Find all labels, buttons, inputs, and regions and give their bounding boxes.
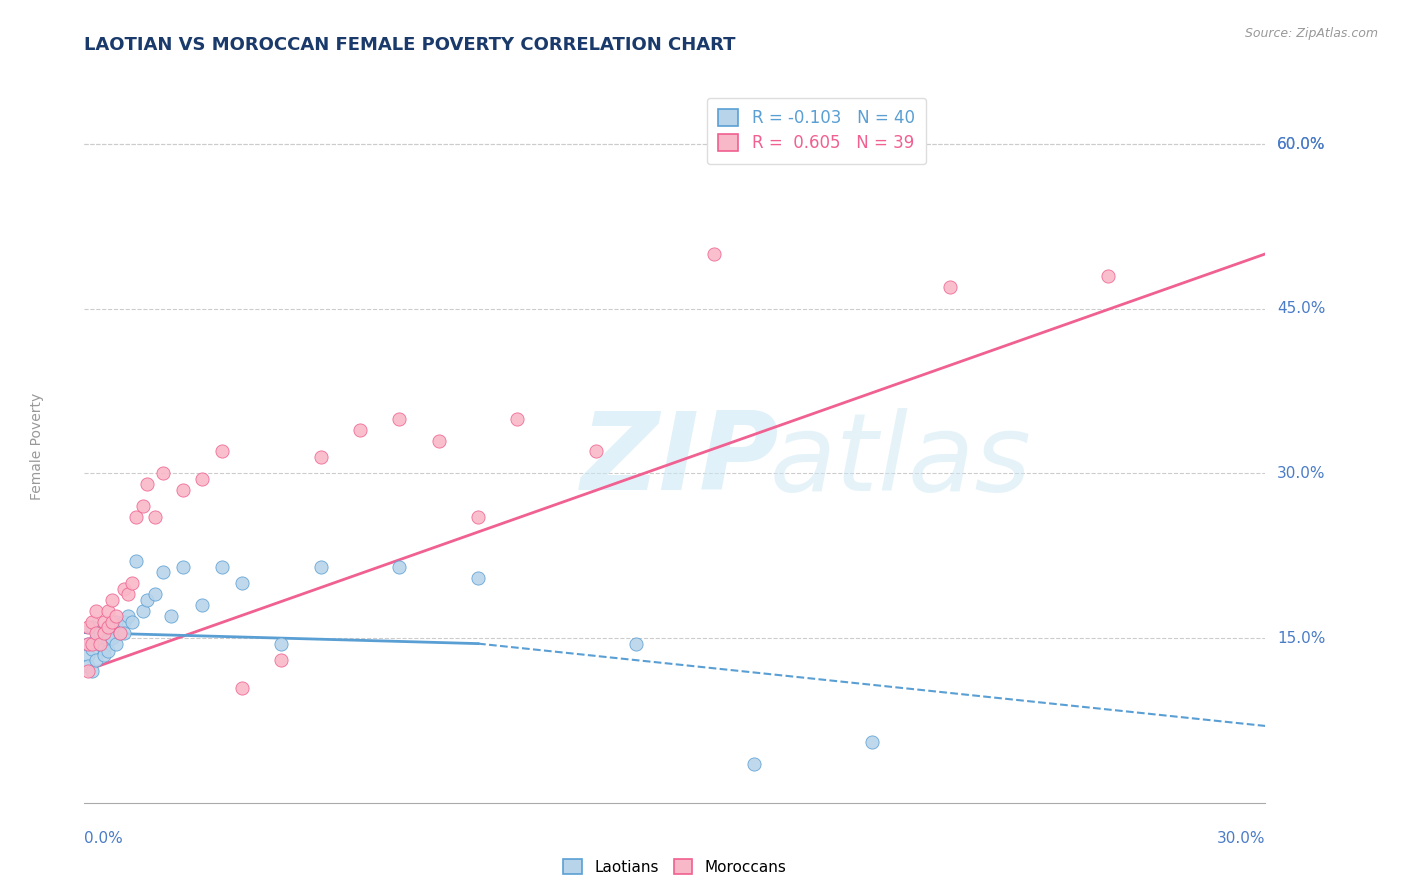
Point bbox=[101, 631, 124, 645]
Point bbox=[77, 648, 100, 662]
Point bbox=[191, 472, 214, 486]
Text: 45.0%: 45.0% bbox=[1277, 301, 1326, 317]
Point bbox=[467, 571, 489, 585]
Point bbox=[172, 559, 194, 574]
Point bbox=[388, 411, 411, 425]
Point bbox=[124, 554, 146, 568]
Point bbox=[121, 615, 143, 629]
Text: ZIP: ZIP bbox=[581, 408, 779, 513]
Point bbox=[84, 653, 107, 667]
Point bbox=[84, 631, 107, 645]
Point bbox=[101, 615, 124, 629]
Point bbox=[349, 423, 371, 437]
Point bbox=[191, 598, 214, 612]
Point bbox=[112, 582, 135, 596]
Point bbox=[939, 280, 962, 294]
Point bbox=[82, 637, 104, 651]
Point bbox=[742, 757, 765, 772]
Point bbox=[82, 642, 104, 657]
Point bbox=[143, 510, 166, 524]
Point bbox=[152, 566, 174, 580]
Text: Female Poverty: Female Poverty bbox=[30, 392, 44, 500]
Point bbox=[89, 637, 111, 651]
Point bbox=[101, 620, 124, 634]
Point bbox=[467, 510, 489, 524]
Point bbox=[585, 444, 607, 458]
Text: 30.0%: 30.0% bbox=[1277, 466, 1326, 481]
Point bbox=[160, 609, 183, 624]
Point bbox=[112, 615, 135, 629]
Point bbox=[77, 664, 100, 678]
Point bbox=[82, 620, 104, 634]
Point bbox=[93, 615, 115, 629]
Point bbox=[77, 658, 100, 673]
Point bbox=[270, 637, 292, 651]
Point bbox=[309, 559, 332, 574]
Point bbox=[89, 625, 111, 640]
Point bbox=[143, 587, 166, 601]
Text: 60.0%: 60.0% bbox=[1277, 136, 1326, 152]
Point bbox=[97, 633, 120, 648]
Point bbox=[77, 637, 100, 651]
Point bbox=[270, 653, 292, 667]
Point bbox=[93, 648, 115, 662]
Point bbox=[427, 434, 450, 448]
Point bbox=[117, 587, 139, 601]
Point bbox=[93, 625, 115, 640]
Point bbox=[104, 609, 127, 624]
Point bbox=[703, 247, 725, 261]
Text: 30.0%: 30.0% bbox=[1218, 831, 1265, 847]
Point bbox=[97, 604, 120, 618]
Point bbox=[108, 625, 131, 640]
Point bbox=[309, 450, 332, 464]
Text: 60.0%: 60.0% bbox=[1277, 136, 1326, 152]
Point bbox=[231, 681, 253, 695]
Point bbox=[124, 510, 146, 524]
Point bbox=[104, 615, 127, 629]
Point bbox=[860, 735, 883, 749]
Text: Source: ZipAtlas.com: Source: ZipAtlas.com bbox=[1244, 27, 1378, 40]
Point bbox=[89, 637, 111, 651]
Point bbox=[388, 559, 411, 574]
Point bbox=[77, 637, 100, 651]
Point bbox=[84, 604, 107, 618]
Point bbox=[211, 559, 233, 574]
Text: 0.0%: 0.0% bbox=[84, 831, 124, 847]
Point bbox=[112, 625, 135, 640]
Point bbox=[1097, 268, 1119, 283]
Text: 15.0%: 15.0% bbox=[1277, 631, 1326, 646]
Point bbox=[136, 592, 159, 607]
Point bbox=[624, 637, 647, 651]
Point bbox=[152, 467, 174, 481]
Point bbox=[82, 664, 104, 678]
Point bbox=[82, 615, 104, 629]
Text: LAOTIAN VS MOROCCAN FEMALE POVERTY CORRELATION CHART: LAOTIAN VS MOROCCAN FEMALE POVERTY CORRE… bbox=[84, 36, 735, 54]
Point bbox=[136, 477, 159, 491]
Point bbox=[108, 625, 131, 640]
Point bbox=[77, 620, 100, 634]
Point bbox=[97, 644, 120, 658]
Point bbox=[93, 642, 115, 657]
Point bbox=[121, 576, 143, 591]
Point bbox=[506, 411, 529, 425]
Point bbox=[132, 604, 155, 618]
Point bbox=[211, 444, 233, 458]
Point bbox=[117, 609, 139, 624]
Legend: Laotians, Moroccans: Laotians, Moroccans bbox=[557, 853, 793, 880]
Point bbox=[172, 483, 194, 497]
Point bbox=[84, 625, 107, 640]
Point bbox=[132, 500, 155, 514]
Point bbox=[97, 620, 120, 634]
Point bbox=[101, 592, 124, 607]
Point bbox=[231, 576, 253, 591]
Text: atlas: atlas bbox=[769, 408, 1031, 513]
Point bbox=[104, 637, 127, 651]
